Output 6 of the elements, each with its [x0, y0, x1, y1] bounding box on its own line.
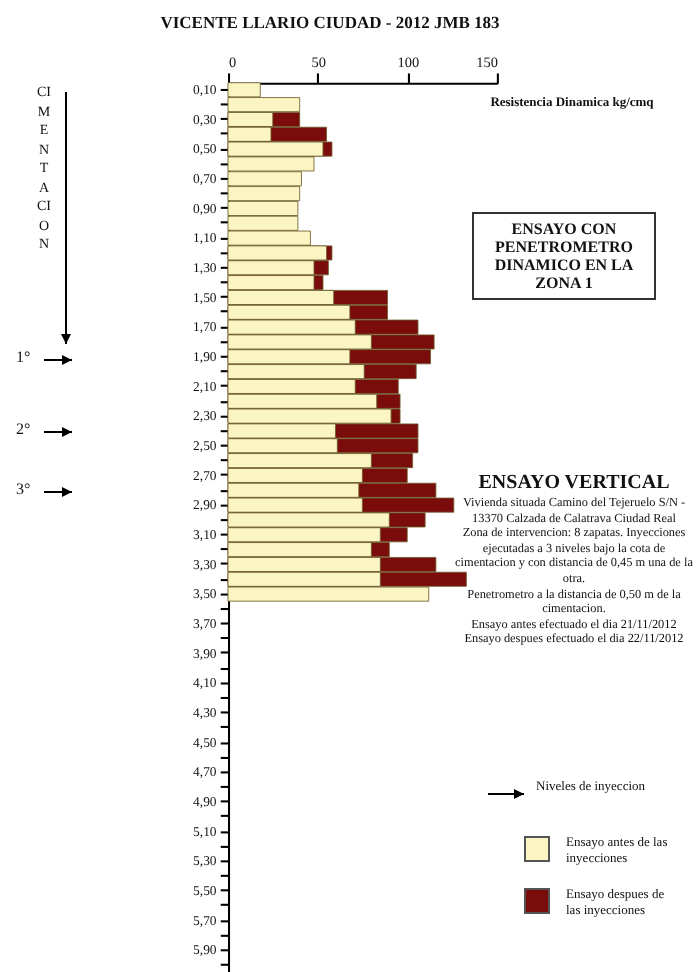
text: 2° [16, 420, 31, 438]
annotation: ENSAYO VERTICAL [476, 472, 672, 496]
chart-title: VICENTE LLARIO CIUDAD - 2012 JMB 183 [158, 12, 502, 32]
text: 3° [16, 480, 31, 498]
annotation: ENSAYO CON PENETROMETRO DINAMICO EN LA ZONA 1 [472, 212, 656, 300]
text: 1° [16, 348, 31, 366]
